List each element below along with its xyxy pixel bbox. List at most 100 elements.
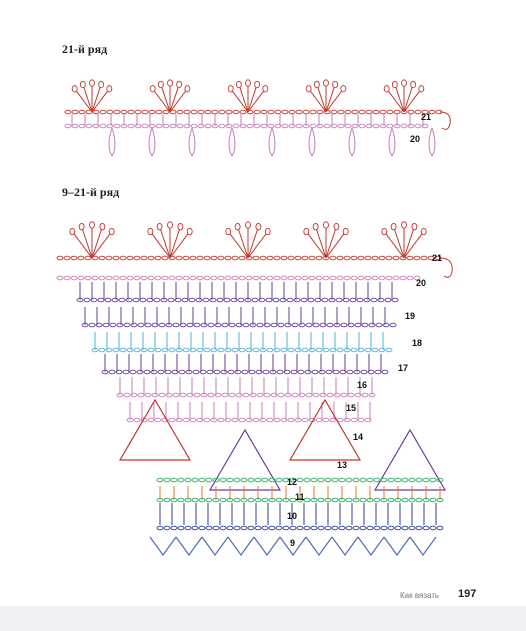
chain-stitch	[237, 297, 245, 303]
chain-stitch	[344, 123, 352, 129]
chain-stitch	[177, 525, 185, 531]
chain-stitch	[280, 255, 288, 261]
chain-stitch	[324, 477, 332, 483]
chain-stitch	[203, 347, 211, 353]
picot	[312, 223, 319, 231]
fan-stitch	[73, 233, 93, 259]
chain-stitch	[317, 477, 325, 483]
fan-stitch	[395, 87, 405, 113]
row-number: 20	[416, 278, 426, 288]
chain-stitch	[303, 477, 311, 483]
chain-stitch	[330, 109, 338, 115]
chain-stitch	[231, 417, 239, 423]
chain-stitch	[191, 525, 199, 531]
chain-stitch	[212, 525, 220, 531]
picot	[177, 223, 184, 231]
chain-stitch	[379, 123, 387, 129]
chain-stitch	[296, 477, 304, 483]
chain-stitch	[224, 417, 232, 423]
chain-stitch	[168, 417, 176, 423]
picot	[401, 79, 407, 87]
chain-stitch	[329, 255, 337, 261]
chain-stitch	[70, 255, 78, 261]
chain-stitch	[174, 297, 182, 303]
chain-stitch	[147, 417, 155, 423]
chain-stitch	[148, 123, 156, 129]
picot	[323, 221, 329, 229]
chain-stitch	[113, 109, 121, 115]
chain-stitch	[316, 123, 324, 129]
chain-stitch	[258, 297, 266, 303]
chain-stitch	[373, 525, 381, 531]
chain-stitch	[315, 417, 323, 423]
chain-stitch	[365, 123, 373, 129]
chain-stitch	[366, 525, 374, 531]
chain-stitch	[118, 297, 126, 303]
triangle	[208, 428, 282, 491]
chain-stitch	[280, 417, 288, 423]
chain-stitch	[268, 477, 276, 483]
chain-stitch	[207, 392, 215, 398]
chain-stitch	[126, 347, 134, 353]
chain-stitch	[141, 123, 149, 129]
chain-stitch	[373, 477, 381, 483]
chain-stitch	[102, 322, 110, 328]
chain-stitch	[224, 255, 232, 261]
chain-stitch	[202, 297, 210, 303]
chain-stitch	[238, 275, 246, 281]
chain-stitch	[266, 347, 274, 353]
chain-stitch	[436, 525, 444, 531]
chain-stitch	[239, 109, 247, 115]
chain-stitch	[127, 109, 135, 115]
chain-stitch	[337, 123, 345, 129]
chain-stitch	[322, 347, 330, 353]
chain-stitch	[428, 109, 436, 115]
triangle	[118, 398, 192, 461]
chain-stitch	[189, 255, 197, 261]
loop	[268, 127, 276, 157]
picot	[184, 85, 191, 93]
loop	[188, 127, 196, 157]
zigzag	[253, 536, 281, 557]
chain-stitch	[233, 477, 241, 483]
chain-stitch	[373, 497, 381, 503]
chain-stitch	[378, 347, 386, 353]
chain-stitch	[309, 123, 317, 129]
chain-stitch	[214, 322, 222, 328]
chain-stitch	[347, 392, 355, 398]
chain-stitch	[260, 123, 268, 129]
chain-stitch	[189, 275, 197, 281]
chain-stitch	[64, 123, 72, 129]
chain-stitch	[63, 275, 71, 281]
chain-stitch	[301, 417, 309, 423]
chain-stitch	[85, 123, 93, 129]
chain-stitch	[421, 123, 429, 129]
chain-stitch	[120, 109, 128, 115]
chain-stitch	[226, 525, 234, 531]
chain-stitch	[265, 297, 273, 303]
picot	[149, 85, 156, 93]
chain-stitch	[338, 497, 346, 503]
row-number: 17	[398, 363, 408, 373]
chain-stitch	[310, 497, 318, 503]
chain-stitch	[249, 392, 257, 398]
chain-stitch	[349, 297, 357, 303]
chain-stitch	[325, 369, 333, 375]
chain-stitch	[104, 297, 112, 303]
chain-stitch	[134, 109, 142, 115]
picot	[69, 227, 76, 236]
chain-stitch	[365, 109, 373, 115]
chain-stitch	[108, 369, 116, 375]
chain-stitch	[156, 497, 164, 503]
chain-stitch	[303, 497, 311, 503]
chain-stitch	[217, 347, 225, 353]
chain-stitch	[384, 297, 392, 303]
chain-stitch	[129, 369, 137, 375]
chain-stitch	[308, 347, 316, 353]
chain-stitch	[106, 123, 114, 129]
chain-stitch	[219, 525, 227, 531]
chain-stitch	[340, 322, 348, 328]
chain-stitch	[399, 255, 407, 261]
chain-stitch	[218, 109, 226, 115]
picot	[323, 79, 329, 87]
